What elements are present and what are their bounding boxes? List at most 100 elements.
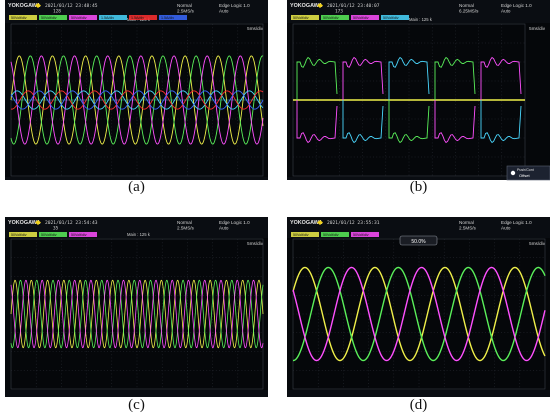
timestamp: 2021/01/12 23:40:07 (327, 3, 380, 9)
caption-gap (287, 180, 550, 196)
channel-tag (351, 15, 379, 20)
channel-tag (159, 15, 187, 20)
channel-tag (381, 15, 409, 20)
channel-tag (321, 232, 349, 237)
sample-rate: 6.25MS/s (459, 9, 479, 14)
channel-scale: 50Volt/div (11, 233, 27, 237)
zoom-indicator (399, 235, 438, 246)
channel-scale: 50Volt/div (293, 16, 309, 20)
main-window-label: Main : 125 k (127, 232, 151, 237)
trigger-mode: Auto (219, 9, 229, 14)
bottom-bar (287, 177, 550, 180)
trigger-type: Edge Logic 1.0 (501, 220, 532, 225)
channel-tag (321, 15, 349, 20)
softkey-value: Offset (519, 173, 530, 178)
scope-panel-a: YOKOGAWA 2021/01/12 23:48:45 128 Normal 2.5M… (5, 0, 268, 196)
screen-background (287, 0, 550, 180)
bottom-bar (287, 390, 550, 397)
acquisition-mode: Normal (177, 220, 192, 225)
brand-diamond-icon (317, 3, 323, 8)
trigger-type: Edge Logic 1.0 (219, 220, 250, 225)
record-count: 35 (53, 226, 59, 232)
channel-scale: 50Volt/div (293, 233, 309, 237)
channel-tag (291, 232, 319, 237)
waveform-trace (292, 266, 546, 362)
channel-tag (291, 15, 319, 20)
scope-panel-c: YOKOGAWA 2021/01/12 23:54:43 35 Normal 2.5MS… (5, 217, 268, 414)
waveform-trace (292, 266, 546, 362)
sample-rate: 2.5MS/s (177, 9, 195, 14)
timestamp: 2021/01/12 23:48:45 (45, 3, 98, 9)
acquisition-mode: Normal (459, 220, 474, 225)
trigger-mode: Auto (501, 226, 511, 231)
zoom-value: 50.0% (411, 239, 426, 245)
brand-logo: YOKOGAWA (8, 3, 40, 9)
scope-panel-b: YOKOGAWA 2021/01/12 23:40:07 173 Normal 6.25… (287, 0, 550, 196)
channel-scale: 50Volt/div (323, 16, 339, 20)
waveform-trace (480, 56, 522, 100)
brand-logo: YOKOGAWA (290, 220, 322, 226)
brand-diamond-icon (35, 220, 41, 225)
waveform-trace (10, 55, 264, 145)
trigger-mode: Auto (501, 9, 511, 14)
channel-scale: 50Volt/div (71, 233, 87, 237)
bottom-bar (5, 390, 268, 397)
channel-tag (129, 15, 157, 20)
timebase-label: 5ms/div (247, 241, 264, 246)
sample-rate: 2.5MS/s (177, 226, 195, 231)
waveform-trace (388, 100, 430, 144)
channel-scale: 1.5A/div (131, 16, 144, 20)
waveform-trace (342, 100, 384, 144)
panel-caption: (a) (128, 179, 145, 195)
record-count: 173 (335, 9, 343, 15)
brand-logo: YOKOGAWA (290, 3, 322, 9)
channel-scale: 1.5A/div (101, 16, 114, 20)
brand-diamond-icon (35, 3, 41, 8)
channel-scale: 50Volt/div (323, 233, 339, 237)
channel-scale: 1.5A/div (161, 16, 174, 20)
waveform-trace (434, 56, 476, 100)
waveform-trace (10, 90, 264, 110)
channel-scale: 50Volt/div (353, 16, 369, 20)
waveform-trace (480, 100, 522, 144)
panel-caption: (c) (128, 397, 145, 413)
channel-tag (9, 232, 37, 237)
channel-tag (39, 15, 67, 20)
waveform-trace (342, 56, 384, 100)
channel-scale: 50Volt/div (71, 16, 87, 20)
acquisition-mode: Normal (177, 3, 192, 8)
channel-tag (69, 15, 97, 20)
brand-logo: YOKOGAWA (8, 220, 40, 226)
offset-softkey (506, 165, 550, 181)
timebase-label: 5ms/div (247, 26, 264, 31)
brand-diamond-icon (317, 220, 323, 225)
panel-caption: (b) (409, 179, 428, 195)
timestamp: 2021/01/12 23:54:43 (45, 220, 98, 226)
caption-gap (5, 397, 268, 413)
waveform-trace (296, 56, 338, 100)
channel-scale: 50Volt/div (41, 233, 57, 237)
channel-tag (99, 15, 127, 20)
waveform-trace (10, 55, 264, 145)
channel-scale: 50Volt/div (383, 16, 399, 20)
knob-icon (510, 170, 516, 176)
caption-gap (5, 180, 268, 196)
caption-gap (287, 397, 550, 413)
waveform-trace (10, 90, 264, 110)
channel-scale: 50Volt/div (353, 233, 369, 237)
trigger-mode: Auto (219, 226, 229, 231)
channel-scale: 50Volt/div (41, 16, 57, 20)
channel-tag (351, 232, 379, 237)
scope-panel-d: YOKOGAWA 2021/01/12 23:55:31 Normal 2.5MS/s… (287, 217, 550, 414)
trigger-type: Edge Logic 1.0 (219, 3, 250, 8)
trigger-type: Edge Logic 1.0 (501, 3, 532, 8)
channel-scale: 50Volt/div (11, 16, 27, 20)
waveform-trace (434, 100, 476, 144)
sample-rate: 2.5MS/s (459, 226, 477, 231)
channel-tag (39, 232, 67, 237)
timebase-label: 5ms/div (529, 241, 546, 246)
channel-tag (9, 15, 37, 20)
panel-caption: (d) (409, 397, 428, 413)
